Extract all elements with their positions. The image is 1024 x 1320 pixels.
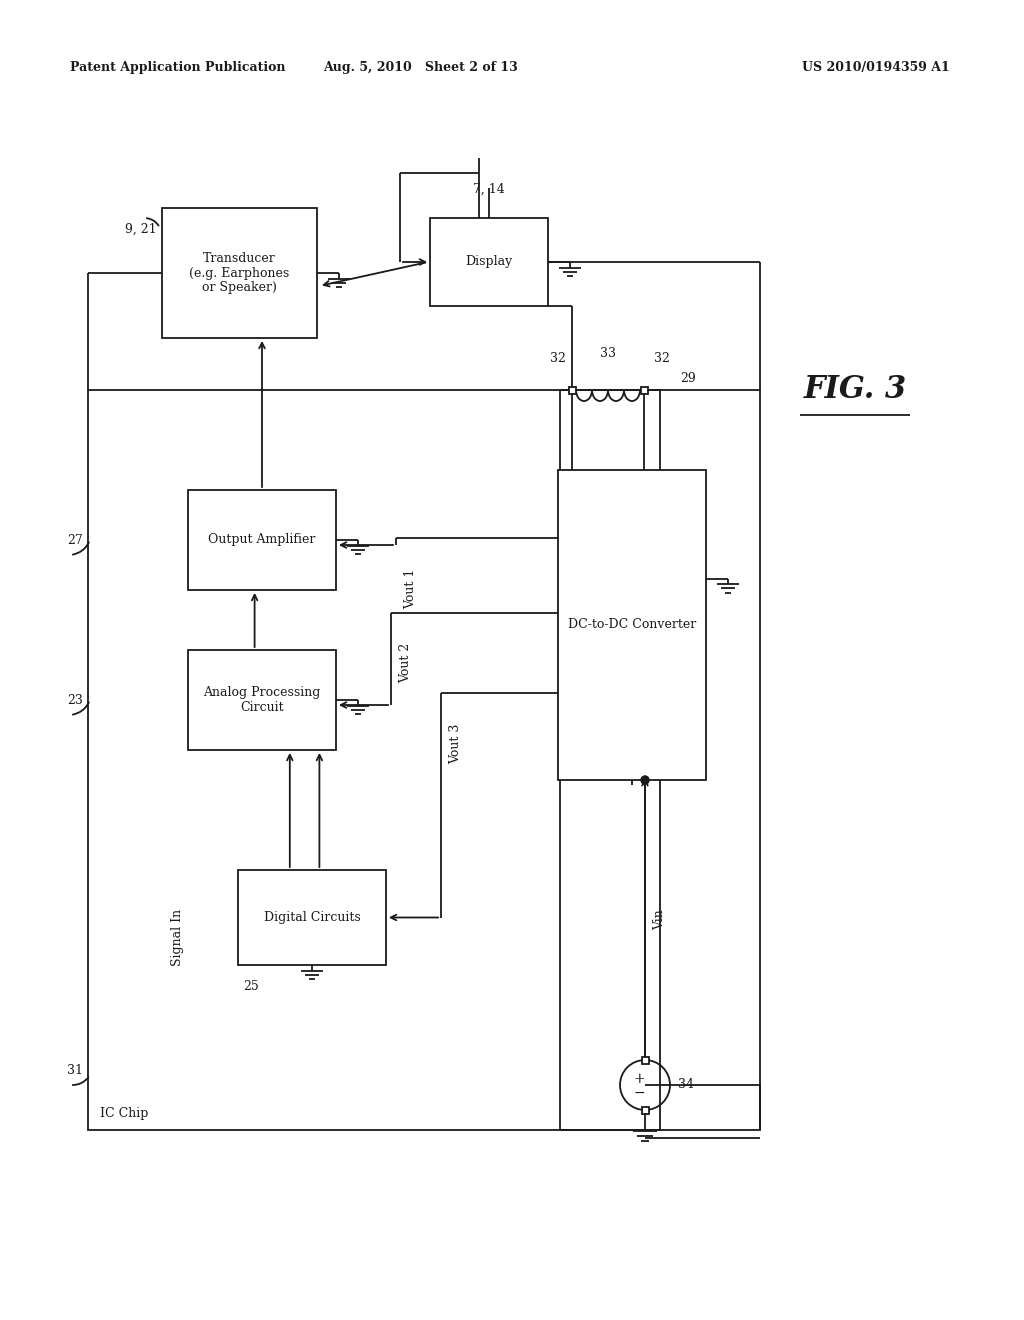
Bar	[568, 387, 575, 393]
Text: −: −	[633, 1086, 645, 1100]
Text: Signal In: Signal In	[171, 909, 184, 966]
Text: Vout 1: Vout 1	[404, 568, 417, 609]
Circle shape	[641, 776, 649, 784]
Text: Analog Processing
Circuit: Analog Processing Circuit	[204, 686, 321, 714]
Text: 27: 27	[68, 533, 83, 546]
Bar	[238, 870, 386, 965]
Text: Transducer
(e.g. Earphones
or Speaker): Transducer (e.g. Earphones or Speaker)	[189, 252, 290, 294]
Bar	[640, 387, 647, 393]
Text: 32: 32	[550, 352, 566, 366]
Text: Aug. 5, 2010   Sheet 2 of 13: Aug. 5, 2010 Sheet 2 of 13	[323, 62, 517, 74]
Text: Vout 3: Vout 3	[449, 723, 462, 763]
Bar	[641, 1056, 648, 1064]
Bar	[560, 389, 760, 1130]
Bar	[188, 490, 336, 590]
Text: 34: 34	[678, 1078, 694, 1092]
Text: Output Amplifier: Output Amplifier	[208, 533, 315, 546]
Text: +: +	[633, 1072, 645, 1086]
Bar	[188, 649, 336, 750]
Text: 25: 25	[243, 979, 259, 993]
Bar	[162, 209, 317, 338]
Text: 7, 14: 7, 14	[473, 183, 505, 195]
Text: 23: 23	[68, 693, 83, 706]
Text: Digital Circuits: Digital Circuits	[263, 911, 360, 924]
Text: FIG. 3: FIG. 3	[804, 375, 906, 405]
Text: Vin: Vin	[653, 909, 666, 931]
Text: IC Chip: IC Chip	[100, 1107, 148, 1119]
Text: DC-to-DC Converter: DC-to-DC Converter	[568, 619, 696, 631]
Bar	[558, 470, 706, 780]
Text: US 2010/0194359 A1: US 2010/0194359 A1	[802, 62, 950, 74]
Bar	[88, 389, 660, 1130]
Text: 31: 31	[67, 1064, 83, 1077]
Text: Vout 2: Vout 2	[399, 643, 412, 682]
Text: 33: 33	[600, 347, 616, 360]
Text: Patent Application Publication: Patent Application Publication	[70, 62, 286, 74]
Text: 9, 21: 9, 21	[125, 223, 157, 236]
Text: Display: Display	[465, 256, 513, 268]
Bar	[641, 1106, 648, 1114]
Bar	[430, 218, 548, 306]
Text: 32: 32	[654, 352, 670, 366]
Text: 29: 29	[680, 372, 696, 385]
